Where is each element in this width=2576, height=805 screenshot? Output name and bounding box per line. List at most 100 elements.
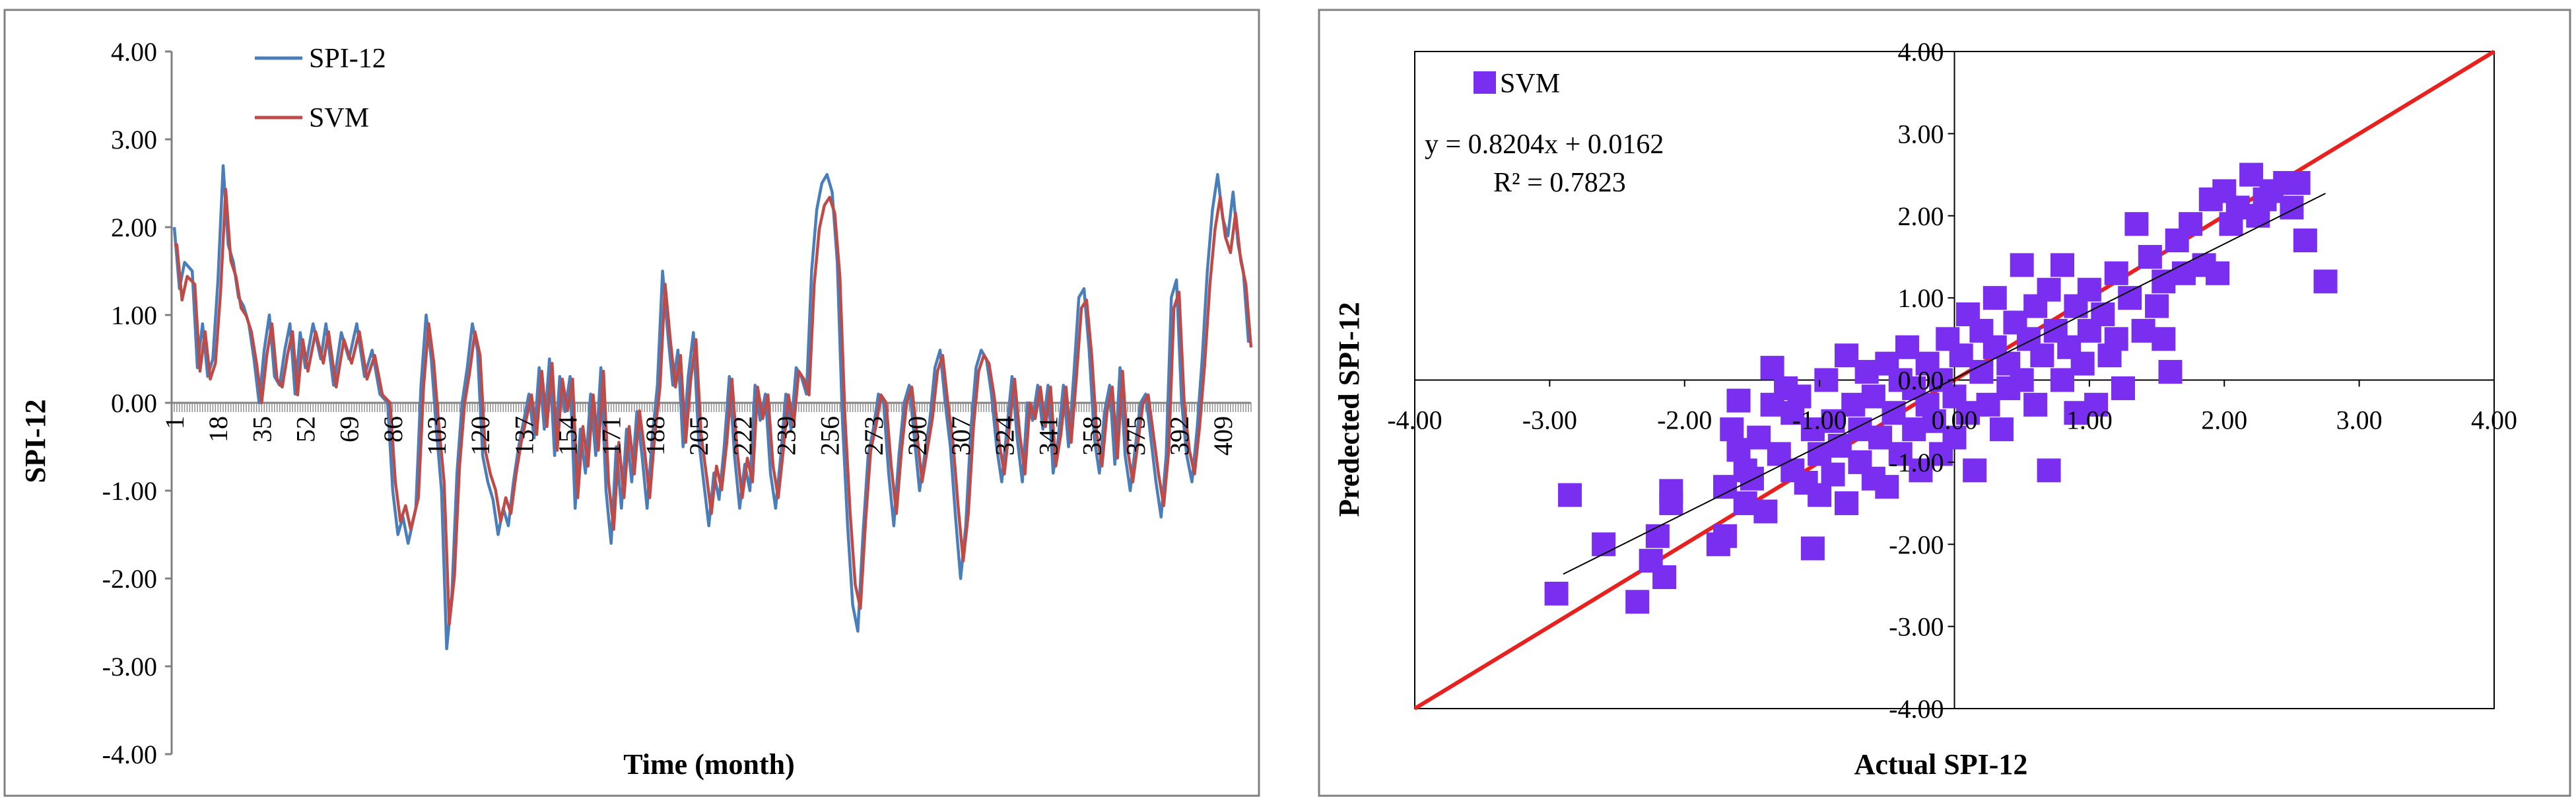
- scatter-point: [1955, 401, 1980, 425]
- scatter-point: [1713, 475, 1738, 499]
- left-x-tick-label: 137: [509, 416, 539, 456]
- left-x-tick-label: 324: [990, 416, 1019, 456]
- scatter-point: [1659, 479, 1683, 503]
- scatter-point: [2064, 401, 2088, 425]
- scatter-point: [1645, 524, 1670, 548]
- left-x-tick-label: 171: [597, 416, 627, 456]
- left-x-axis-title: Time (month): [623, 748, 795, 781]
- scatter-point: [1969, 360, 1994, 384]
- left-x-tick-label: 290: [902, 416, 932, 456]
- scatter-point: [1726, 438, 1751, 462]
- scatter-chart: -4.00 -3.00 -2.00 -1.00 0.00 1.00 2.00 3.00 4.00…: [1318, 9, 2571, 797]
- scatter-point: [1990, 417, 2014, 442]
- right-y-tick-label: 2.00: [1898, 201, 1944, 231]
- right-y-tick-label: -2.00: [1889, 530, 1944, 559]
- scatter-point: [1888, 442, 1913, 466]
- right-x-tick-label: 1.00: [2066, 405, 2113, 435]
- scatter-point: [1821, 409, 1845, 433]
- right-x-tick-label: 4.00: [2471, 405, 2517, 435]
- scatter-point: [2225, 195, 2250, 220]
- scatter-point: [1983, 286, 2007, 310]
- scatter-point: [1976, 392, 2000, 417]
- scatter-point: [1827, 434, 1852, 458]
- scatter-point: [2131, 318, 2155, 343]
- scatter-point: [1942, 425, 1967, 450]
- left-x-tick-label: 18: [203, 416, 233, 442]
- scatter-point: [2158, 360, 2183, 384]
- right-y-tick-label: 3.00: [1898, 119, 1944, 149]
- left-x-tick-label: 1: [160, 416, 189, 429]
- scatter-point: [2037, 277, 2061, 302]
- scatter-point: [1800, 417, 1825, 442]
- scatter-point: [2152, 327, 2176, 351]
- scatter-point: [2070, 351, 2095, 376]
- left-y-tick-label: -4.00: [102, 740, 157, 769]
- scatter-point: [1760, 355, 1784, 380]
- scatter-point: [1753, 499, 1778, 524]
- regression-trendline: [1563, 192, 2326, 575]
- left-x-tick-label: 392: [1165, 416, 1194, 456]
- legend-marker-svm: [1474, 71, 1496, 94]
- scatter-point: [2010, 368, 2034, 392]
- left-x-tick-label: 273: [859, 416, 889, 456]
- scatter-point: [1808, 483, 1832, 507]
- left-x-tick-label: 52: [291, 416, 321, 442]
- scatter-point: [2084, 392, 2109, 417]
- scatter-point: [2313, 269, 2338, 294]
- scatter-point: [1592, 532, 1616, 557]
- scatter-point: [1726, 388, 1751, 413]
- regression-equation: y = 0.8204x + 0.0162: [1425, 129, 1664, 160]
- scatter-point: [1895, 335, 1919, 359]
- left-x-tick-label: 120: [465, 416, 495, 456]
- legend-label-svm: SVM: [309, 103, 369, 133]
- left-x-tick-label: 307: [946, 416, 976, 456]
- scatter-point: [2077, 277, 2101, 302]
- left-x-tick-label: 358: [1077, 416, 1107, 456]
- scatter-point: [2206, 261, 2230, 285]
- scatter-point: [1814, 368, 1839, 392]
- left-x-tick-label: 154: [553, 416, 583, 456]
- series-line-svm: [174, 188, 1253, 626]
- scatter-point: [1854, 360, 1879, 384]
- scatter-point: [1713, 524, 1738, 548]
- right-y-tick-label: -3.00: [1889, 612, 1944, 642]
- left-x-tick-label: 103: [422, 416, 452, 456]
- right-y-tick-label: 0.00: [1898, 366, 1944, 396]
- legend-label-spi12: SPI-12: [309, 44, 386, 74]
- scatter-point: [1835, 491, 1858, 516]
- scatter-point: [2239, 162, 2264, 187]
- series-line-spi12: [172, 164, 1251, 650]
- left-x-tick-label: 375: [1121, 416, 1151, 456]
- scatter-point: [1544, 581, 1569, 606]
- right-x-tick-label: -4.00: [1387, 405, 1442, 435]
- scatter-point: [1652, 565, 1677, 589]
- scatter-point: [2111, 376, 2135, 400]
- scatter-point: [2051, 253, 2074, 277]
- scatter-point: [1558, 483, 1582, 507]
- left-y-tick-label: 3.00: [111, 125, 157, 155]
- right-x-tick-label: -1.00: [1792, 405, 1847, 435]
- left-y-tick-label: 1.00: [111, 300, 157, 330]
- scatter-point: [1787, 384, 1812, 409]
- right-x-tick-label: 3.00: [2336, 405, 2383, 435]
- r-squared: R² = 0.7823: [1493, 168, 1626, 198]
- scatter-point: [1720, 417, 1744, 442]
- left-x-tick-label: 239: [771, 416, 801, 456]
- scatter-point: [2104, 327, 2128, 351]
- scatter-point: [1868, 425, 1893, 450]
- left-x-tick-label: 341: [1033, 416, 1063, 456]
- right-y-tick-label: 1.00: [1898, 283, 1944, 313]
- left-y-tick-label: 0.00: [111, 388, 157, 418]
- left-x-tick-label: 86: [378, 416, 408, 442]
- scatter-point: [2030, 343, 2054, 368]
- scatter-point: [1909, 458, 1933, 483]
- scatter-point: [2051, 368, 2074, 392]
- left-x-tick-label: 188: [640, 416, 670, 456]
- left-x-tick-label: 222: [728, 416, 757, 456]
- right-x-tick-label: 0.00: [1932, 405, 1978, 435]
- time-series-chart: 4.00 3.00 2.00 1.00 0.00 -1.00 -2.00 -3.00 -4.00…: [3, 9, 1260, 797]
- scatter-point: [1949, 343, 1973, 368]
- scatter-point: [2023, 392, 2048, 417]
- right-x-axis-title: Actual SPI-12: [1854, 748, 2028, 781]
- left-x-tick-label: 409: [1208, 416, 1238, 456]
